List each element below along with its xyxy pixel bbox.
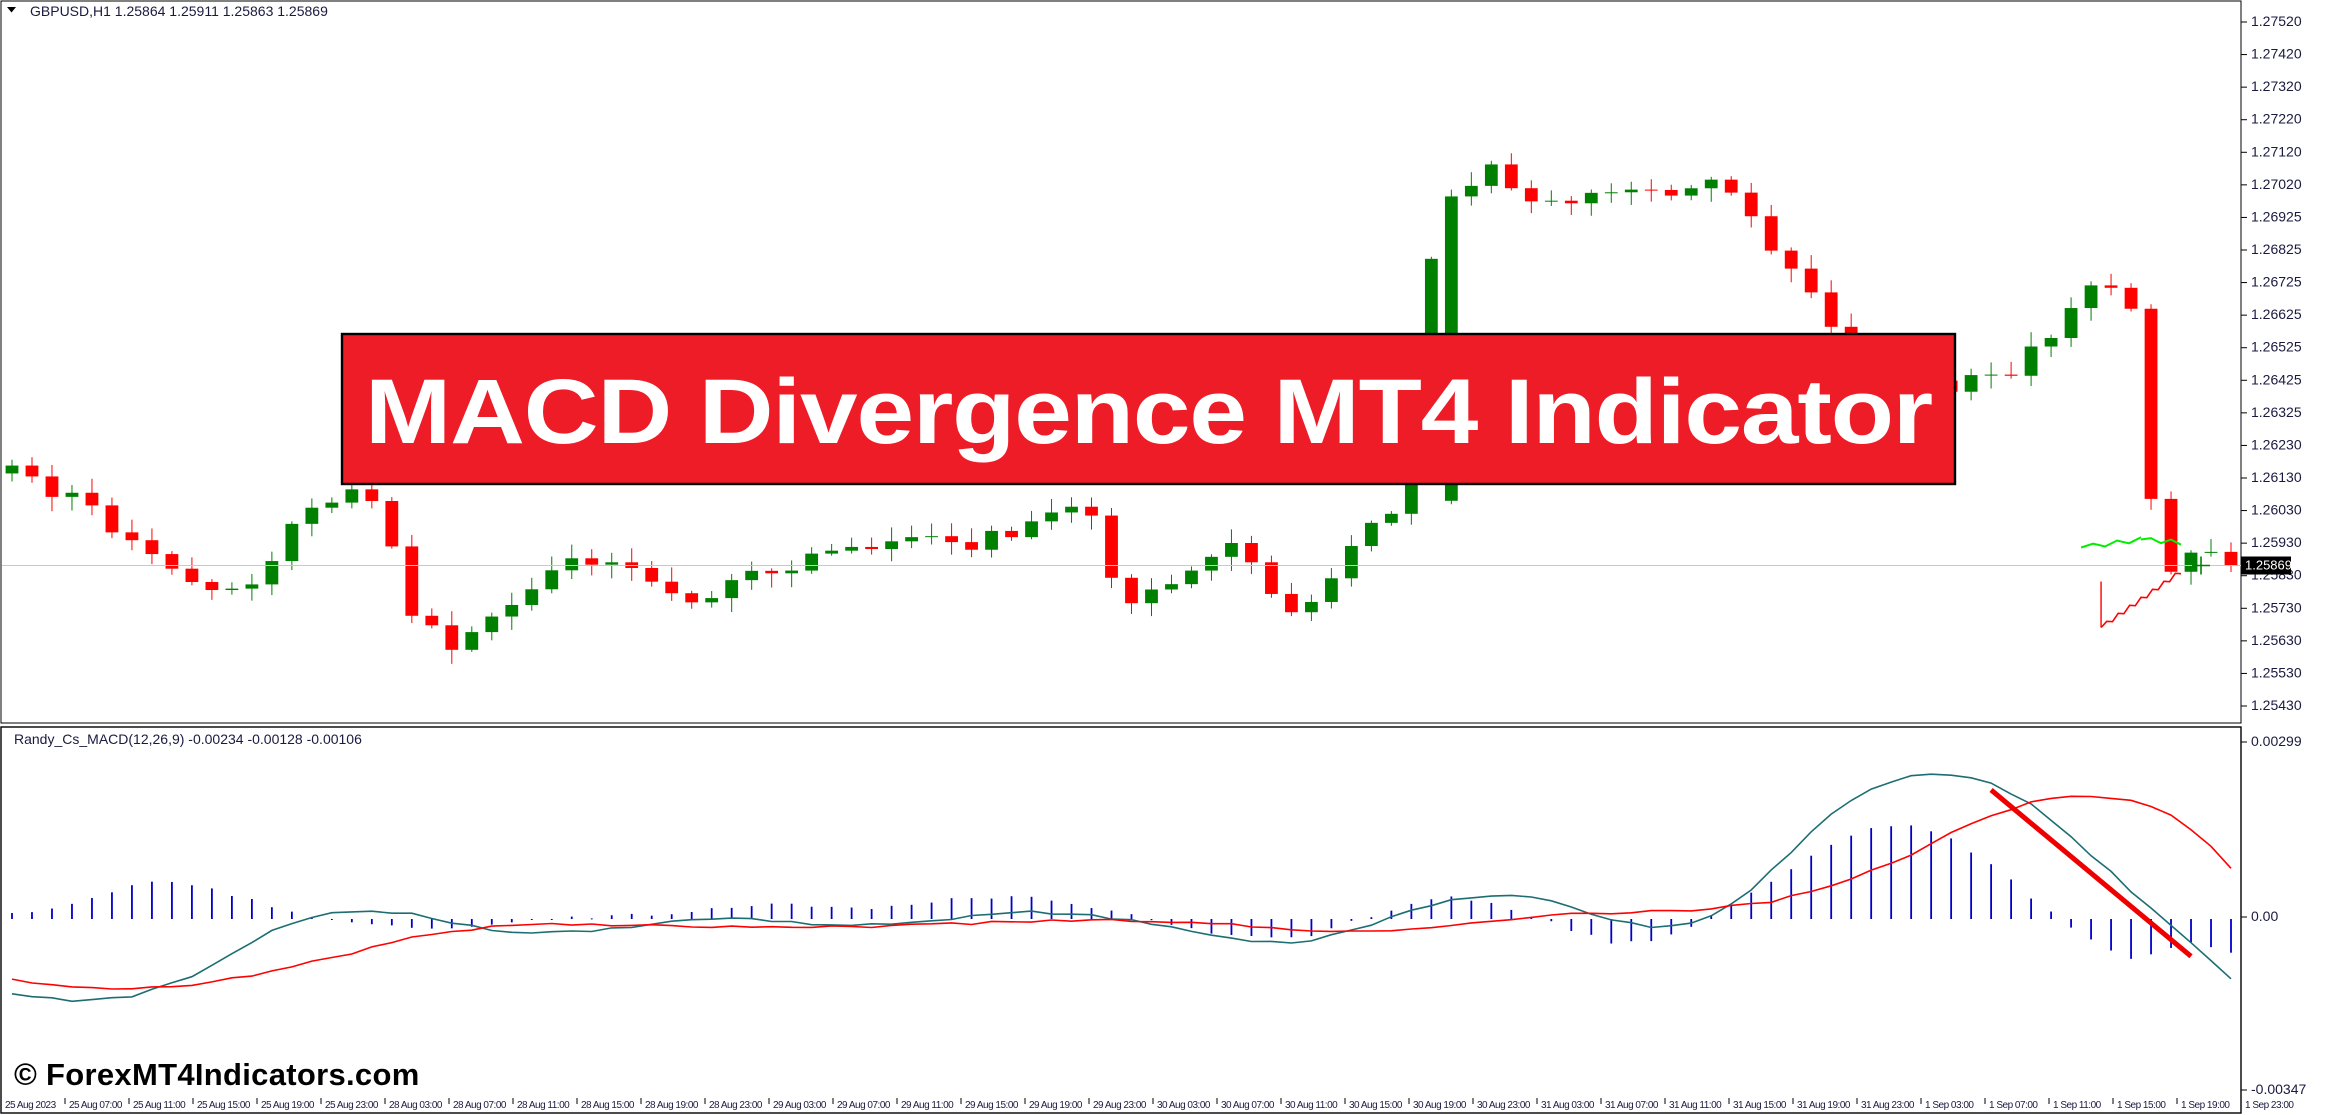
svg-text:28 Aug 03:00: 28 Aug 03:00 — [389, 1100, 443, 1111]
svg-text:1.26030: 1.26030 — [2251, 502, 2302, 518]
svg-text:30 Aug 03:00: 30 Aug 03:00 — [1157, 1100, 1211, 1111]
svg-text:1.25630: 1.25630 — [2251, 632, 2302, 648]
svg-text:1.26230: 1.26230 — [2251, 436, 2302, 452]
svg-text:1 Sep 03:00: 1 Sep 03:00 — [1925, 1100, 1974, 1111]
svg-text:1 Sep 15:00: 1 Sep 15:00 — [2117, 1100, 2166, 1111]
svg-text:29 Aug 23:00: 29 Aug 23:00 — [1093, 1100, 1147, 1111]
svg-text:1.26725: 1.26725 — [2251, 274, 2302, 290]
svg-text:25 Aug 2023: 25 Aug 2023 — [5, 1100, 57, 1111]
svg-text:31 Aug 19:00: 31 Aug 19:00 — [1797, 1100, 1851, 1111]
svg-text:31 Aug 07:00: 31 Aug 07:00 — [1605, 1100, 1659, 1111]
svg-text:28 Aug 15:00: 28 Aug 15:00 — [581, 1100, 635, 1111]
svg-text:30 Aug 07:00: 30 Aug 07:00 — [1221, 1100, 1275, 1111]
svg-text:31 Aug 03:00: 31 Aug 03:00 — [1541, 1100, 1595, 1111]
svg-text:1 Sep 07:00: 1 Sep 07:00 — [1989, 1100, 2038, 1111]
svg-text:1.25530: 1.25530 — [2251, 664, 2302, 680]
svg-text:25 Aug 07:00: 25 Aug 07:00 — [69, 1100, 123, 1111]
svg-text:1.27220: 1.27220 — [2251, 111, 2302, 127]
svg-text:1.26925: 1.26925 — [2251, 208, 2302, 224]
svg-text:-0.00347: -0.00347 — [2251, 1081, 2306, 1097]
svg-text:30 Aug 15:00: 30 Aug 15:00 — [1349, 1100, 1403, 1111]
svg-text:30 Aug 23:00: 30 Aug 23:00 — [1477, 1100, 1531, 1111]
svg-text:1.25930: 1.25930 — [2251, 534, 2302, 550]
svg-text:GBPUSD,H1 1.25864 1.25911 1.: GBPUSD,H1 1.25864 1.25911 1.25863 1.2586… — [30, 3, 328, 19]
svg-text:1 Sep 23:00: 1 Sep 23:00 — [2245, 1100, 2294, 1111]
svg-text:29 Aug 15:00: 29 Aug 15:00 — [965, 1100, 1019, 1111]
svg-text:1.25730: 1.25730 — [2251, 599, 2302, 615]
svg-text:0.00: 0.00 — [2251, 908, 2278, 924]
svg-text:1.27420: 1.27420 — [2251, 46, 2302, 62]
svg-text:30 Aug 11:00: 30 Aug 11:00 — [1285, 1100, 1338, 1111]
svg-text:29 Aug 11:00: 29 Aug 11:00 — [901, 1100, 954, 1111]
svg-text:0.00299: 0.00299 — [2251, 733, 2302, 749]
svg-text:1.27120: 1.27120 — [2251, 143, 2302, 159]
svg-text:28 Aug 23:00: 28 Aug 23:00 — [709, 1100, 763, 1111]
svg-text:1 Sep 19:00: 1 Sep 19:00 — [2181, 1100, 2230, 1111]
svg-text:1.26325: 1.26325 — [2251, 404, 2302, 420]
svg-text:31 Aug 11:00: 31 Aug 11:00 — [1669, 1100, 1722, 1111]
svg-text:29 Aug 19:00: 29 Aug 19:00 — [1029, 1100, 1083, 1111]
svg-text:31 Aug 23:00: 31 Aug 23:00 — [1861, 1100, 1915, 1111]
svg-text:28 Aug 19:00: 28 Aug 19:00 — [645, 1100, 699, 1111]
svg-text:1.27020: 1.27020 — [2251, 176, 2302, 192]
svg-text:1.26130: 1.26130 — [2251, 469, 2302, 485]
svg-text:28 Aug 11:00: 28 Aug 11:00 — [517, 1100, 570, 1111]
svg-text:1.25430: 1.25430 — [2251, 697, 2302, 713]
svg-text:29 Aug 03:00: 29 Aug 03:00 — [773, 1100, 827, 1111]
svg-text:25 Aug 23:00: 25 Aug 23:00 — [325, 1100, 379, 1111]
svg-text:25 Aug 11:00: 25 Aug 11:00 — [133, 1100, 186, 1111]
svg-text:1.26625: 1.26625 — [2251, 306, 2302, 322]
svg-text:1.27320: 1.27320 — [2251, 78, 2302, 94]
svg-text:MACD Divergence MT4 Indicator: MACD Divergence MT4 Indicator — [365, 361, 1932, 463]
svg-text:1.26525: 1.26525 — [2251, 339, 2302, 355]
svg-text:Randy_Cs_MACD(12,26,9) -0.0023: Randy_Cs_MACD(12,26,9) -0.00234 -0.00128… — [14, 731, 362, 747]
svg-text:31 Aug 15:00: 31 Aug 15:00 — [1733, 1100, 1787, 1111]
svg-text:1.27520: 1.27520 — [2251, 13, 2302, 29]
svg-text:30 Aug 19:00: 30 Aug 19:00 — [1413, 1100, 1467, 1111]
svg-text:1.26825: 1.26825 — [2251, 241, 2302, 257]
svg-text:29 Aug 07:00: 29 Aug 07:00 — [837, 1100, 891, 1111]
svg-text:25 Aug 15:00: 25 Aug 15:00 — [197, 1100, 251, 1111]
svg-text:1.25869: 1.25869 — [2245, 558, 2292, 573]
svg-text:© ForexMT4Indicators.com: © ForexMT4Indicators.com — [14, 1057, 420, 1092]
svg-text:1 Sep 11:00: 1 Sep 11:00 — [2053, 1100, 2102, 1111]
svg-text:25 Aug 19:00: 25 Aug 19:00 — [261, 1100, 315, 1111]
svg-text:1.26425: 1.26425 — [2251, 371, 2302, 387]
svg-text:28 Aug 07:00: 28 Aug 07:00 — [453, 1100, 507, 1111]
